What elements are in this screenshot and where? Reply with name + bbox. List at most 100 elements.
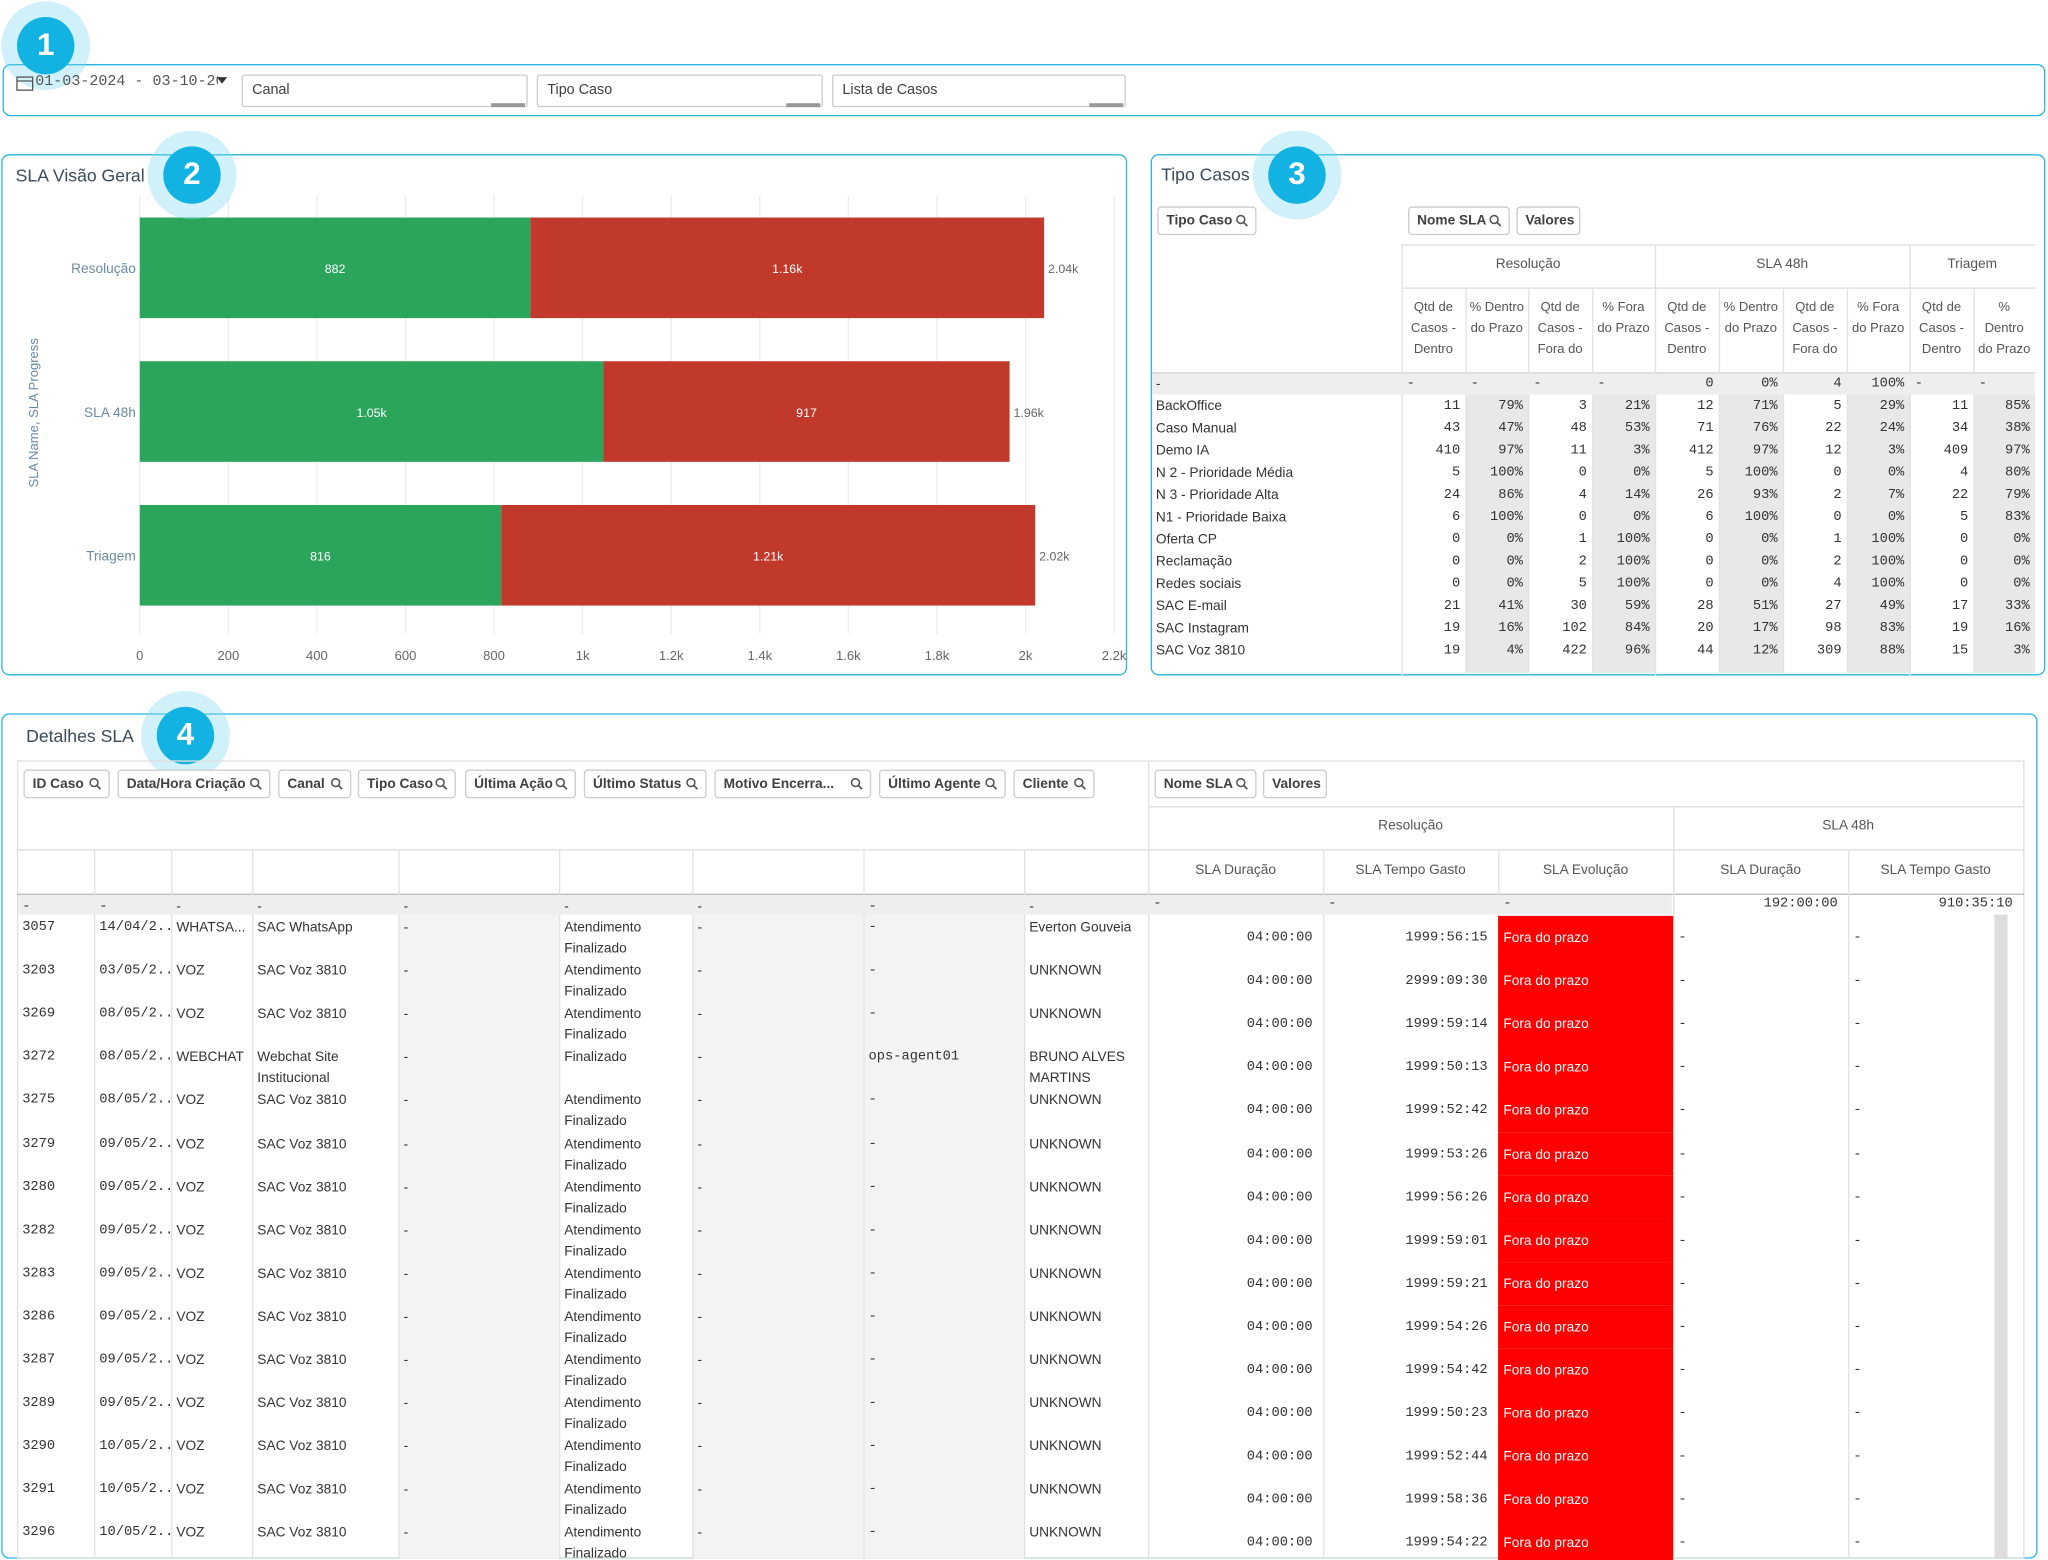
filter-button[interactable]: Data/Hora Criação	[117, 769, 271, 799]
filter-button[interactable]: Nome SLA	[1407, 206, 1510, 236]
cell: Fora do prazo	[1498, 1045, 1674, 1090]
filter-field[interactable]: Canal	[241, 74, 528, 108]
cell: Fora do prazo	[1498, 1434, 1674, 1479]
filter-button[interactable]: Tipo Caso	[1157, 206, 1257, 236]
y-tick-label: Resolução	[71, 261, 136, 276]
filter-button[interactable]: Tipo Caso	[357, 769, 456, 799]
cell: -	[1328, 896, 1337, 912]
filter-field[interactable]: Tipo Caso	[536, 74, 823, 108]
cell: -	[1914, 376, 1923, 392]
cell: 3296	[22, 1525, 56, 1541]
cell: 4%	[1506, 642, 1523, 659]
divider	[1401, 244, 2035, 246]
x-tick-label: 600	[395, 648, 417, 663]
cell: -	[697, 1525, 703, 1541]
filter-field[interactable]: Lista de Casos	[831, 74, 1126, 108]
cell: -	[403, 1525, 409, 1541]
filter-button[interactable]: Última Ação	[464, 769, 576, 799]
cell: WHATSA...	[176, 919, 246, 936]
cell: Everton Gouveia	[1029, 919, 1132, 936]
filter-button[interactable]: Último Status	[583, 769, 707, 799]
cell: 100%	[1616, 531, 1650, 548]
cell: -	[1853, 1059, 1862, 1076]
cell: 11	[1443, 398, 1461, 415]
cell: 83%	[1879, 620, 1905, 637]
cell: -	[403, 1481, 409, 1498]
cell: -	[403, 1136, 409, 1152]
cell: 100%	[1871, 553, 1905, 570]
cell: 71	[1697, 420, 1714, 437]
button-label: Motivo Encerra...	[723, 776, 835, 792]
button-label: ID Caso	[32, 776, 84, 792]
cell: VOZ	[176, 1092, 205, 1109]
row-label: Oferta CP	[1155, 531, 1217, 548]
cell: 100%	[1744, 465, 1778, 481]
filter-button[interactable]: Nome SLA	[1154, 769, 1257, 799]
row-label: -	[1155, 376, 1161, 392]
column-header: Qtd de Casos - Fora do	[1792, 300, 1838, 357]
bar	[139, 504, 502, 606]
divider	[1401, 244, 1403, 676]
cell: 0	[1833, 465, 1842, 481]
row-label: Reclamação	[1155, 553, 1233, 570]
cell: ops-agent01	[868, 1049, 960, 1066]
cell: 04:00:00	[1246, 1016, 1313, 1033]
filter-button[interactable]: Motivo Encerra...	[714, 769, 872, 799]
cell: -	[22, 898, 31, 915]
cell: -	[1853, 1362, 1862, 1379]
cell: VOZ	[176, 1136, 205, 1152]
cell: SAC Voz 3810	[257, 1308, 347, 1325]
filter-button[interactable]: Cliente	[1013, 769, 1095, 799]
cell: UNKNOWN	[1029, 1395, 1102, 1412]
filter-button[interactable]: Canal	[278, 769, 352, 799]
field-bar	[491, 103, 526, 108]
cell: 100%	[1616, 553, 1650, 570]
column-header: SLA Evolução	[1542, 862, 1629, 878]
cell: SAC Voz 3810	[257, 1481, 347, 1498]
cell: -	[868, 1265, 877, 1282]
filter-button[interactable]: Último Agente	[879, 769, 1006, 799]
date-range[interactable]: 01-03-2024 - 03-10-2024	[35, 73, 218, 91]
cell: 12	[1697, 398, 1714, 415]
cell: 2	[1578, 553, 1587, 570]
cell: 49%	[1879, 598, 1905, 615]
filter-button[interactable]: Valores	[1516, 206, 1581, 236]
group-header: Triagem	[1947, 256, 1998, 272]
cell: 24	[1443, 487, 1461, 504]
panel-title: Tipo Casos	[1161, 164, 1250, 185]
cell: 04:00:00	[1246, 1319, 1313, 1336]
cell: 03/05/2...	[99, 963, 171, 979]
column-header: % Dentro do Prazo	[1469, 300, 1525, 336]
cell: 41%	[1498, 598, 1523, 615]
cell: -	[697, 1222, 703, 1239]
filter-button[interactable]: Valores	[1262, 769, 1327, 799]
cell: 12%	[1752, 642, 1778, 659]
cell: 3	[1578, 398, 1587, 415]
cell: 1999:53:26	[1405, 1146, 1488, 1163]
cell: VOZ	[176, 1525, 205, 1541]
cell: -	[697, 1265, 703, 1282]
cell: -	[1678, 1232, 1687, 1249]
cell: -	[1853, 1146, 1862, 1163]
cell: SAC Voz 3810	[257, 1265, 347, 1282]
cell: 30	[1570, 598, 1587, 615]
search-icon	[1236, 214, 1248, 227]
cell: 0%	[1887, 465, 1905, 481]
cell: Fora do prazo	[1498, 959, 1674, 1003]
cell: 79%	[2004, 487, 2030, 504]
cell: 100%	[1616, 576, 1650, 592]
value-label: 816	[310, 549, 331, 563]
cell: Fora do prazo	[1498, 1478, 1674, 1522]
cell: UNKNOWN	[1029, 1179, 1102, 1195]
cell: Fora do prazo	[1498, 1132, 1674, 1176]
cell: 0	[1705, 576, 1714, 592]
cell: -	[403, 1179, 409, 1195]
total-label: 1.96k	[1014, 406, 1045, 420]
cell: 3%	[1633, 442, 1650, 459]
cell: -	[1029, 898, 1034, 915]
cell: 97%	[1752, 442, 1778, 459]
filter-button[interactable]: ID Caso	[23, 769, 110, 799]
cell: 11	[1951, 398, 1969, 415]
cell: 3287	[22, 1352, 56, 1368]
cell: -	[403, 1006, 409, 1022]
